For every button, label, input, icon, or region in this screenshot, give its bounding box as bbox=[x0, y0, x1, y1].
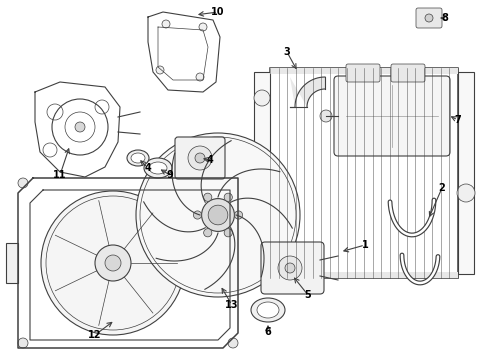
Circle shape bbox=[208, 205, 228, 225]
Ellipse shape bbox=[149, 162, 167, 174]
Circle shape bbox=[320, 110, 332, 122]
Ellipse shape bbox=[127, 150, 149, 166]
Text: 1: 1 bbox=[362, 240, 368, 250]
Circle shape bbox=[196, 73, 204, 81]
Circle shape bbox=[136, 133, 300, 297]
Text: 10: 10 bbox=[211, 7, 225, 17]
Circle shape bbox=[75, 122, 85, 132]
Circle shape bbox=[105, 255, 121, 271]
Bar bbox=[458, 72, 474, 274]
Text: 2: 2 bbox=[439, 183, 445, 193]
FancyBboxPatch shape bbox=[391, 64, 425, 82]
Text: 11: 11 bbox=[53, 170, 67, 180]
Circle shape bbox=[278, 256, 302, 280]
Circle shape bbox=[18, 178, 28, 188]
Bar bbox=[254, 72, 270, 274]
Text: 6: 6 bbox=[265, 327, 271, 337]
Circle shape bbox=[254, 240, 270, 256]
Bar bbox=[270, 68, 458, 278]
Ellipse shape bbox=[251, 298, 285, 322]
Polygon shape bbox=[290, 77, 325, 107]
Circle shape bbox=[234, 211, 243, 219]
Ellipse shape bbox=[131, 153, 145, 163]
Bar bbox=[270, 68, 458, 74]
Circle shape bbox=[224, 229, 232, 237]
Circle shape bbox=[204, 229, 212, 237]
Text: 8: 8 bbox=[441, 13, 448, 23]
Circle shape bbox=[188, 146, 212, 170]
Text: 3: 3 bbox=[284, 47, 291, 57]
FancyBboxPatch shape bbox=[346, 64, 380, 82]
Text: 12: 12 bbox=[88, 330, 102, 340]
FancyBboxPatch shape bbox=[416, 8, 442, 28]
Text: 5: 5 bbox=[305, 290, 311, 300]
Bar bbox=[6, 243, 18, 283]
FancyBboxPatch shape bbox=[261, 242, 324, 294]
Circle shape bbox=[254, 90, 270, 106]
Text: 13: 13 bbox=[225, 300, 239, 310]
Ellipse shape bbox=[257, 302, 279, 318]
Text: 7: 7 bbox=[455, 115, 462, 125]
Circle shape bbox=[285, 263, 295, 273]
Text: 4: 4 bbox=[145, 163, 151, 173]
Circle shape bbox=[95, 245, 131, 281]
Ellipse shape bbox=[144, 158, 172, 178]
Circle shape bbox=[194, 211, 201, 219]
Circle shape bbox=[201, 199, 234, 231]
Circle shape bbox=[195, 153, 205, 163]
FancyBboxPatch shape bbox=[175, 137, 225, 179]
Circle shape bbox=[18, 338, 28, 348]
Circle shape bbox=[457, 184, 475, 202]
Circle shape bbox=[199, 23, 207, 31]
Circle shape bbox=[224, 193, 232, 201]
Circle shape bbox=[156, 66, 164, 74]
Circle shape bbox=[425, 14, 433, 22]
Text: 4: 4 bbox=[207, 155, 213, 165]
Bar bbox=[270, 272, 458, 278]
Circle shape bbox=[228, 178, 238, 188]
Circle shape bbox=[204, 193, 212, 201]
FancyBboxPatch shape bbox=[334, 76, 450, 156]
Circle shape bbox=[41, 191, 185, 335]
Circle shape bbox=[228, 338, 238, 348]
Text: 9: 9 bbox=[167, 170, 173, 180]
Circle shape bbox=[162, 20, 170, 28]
